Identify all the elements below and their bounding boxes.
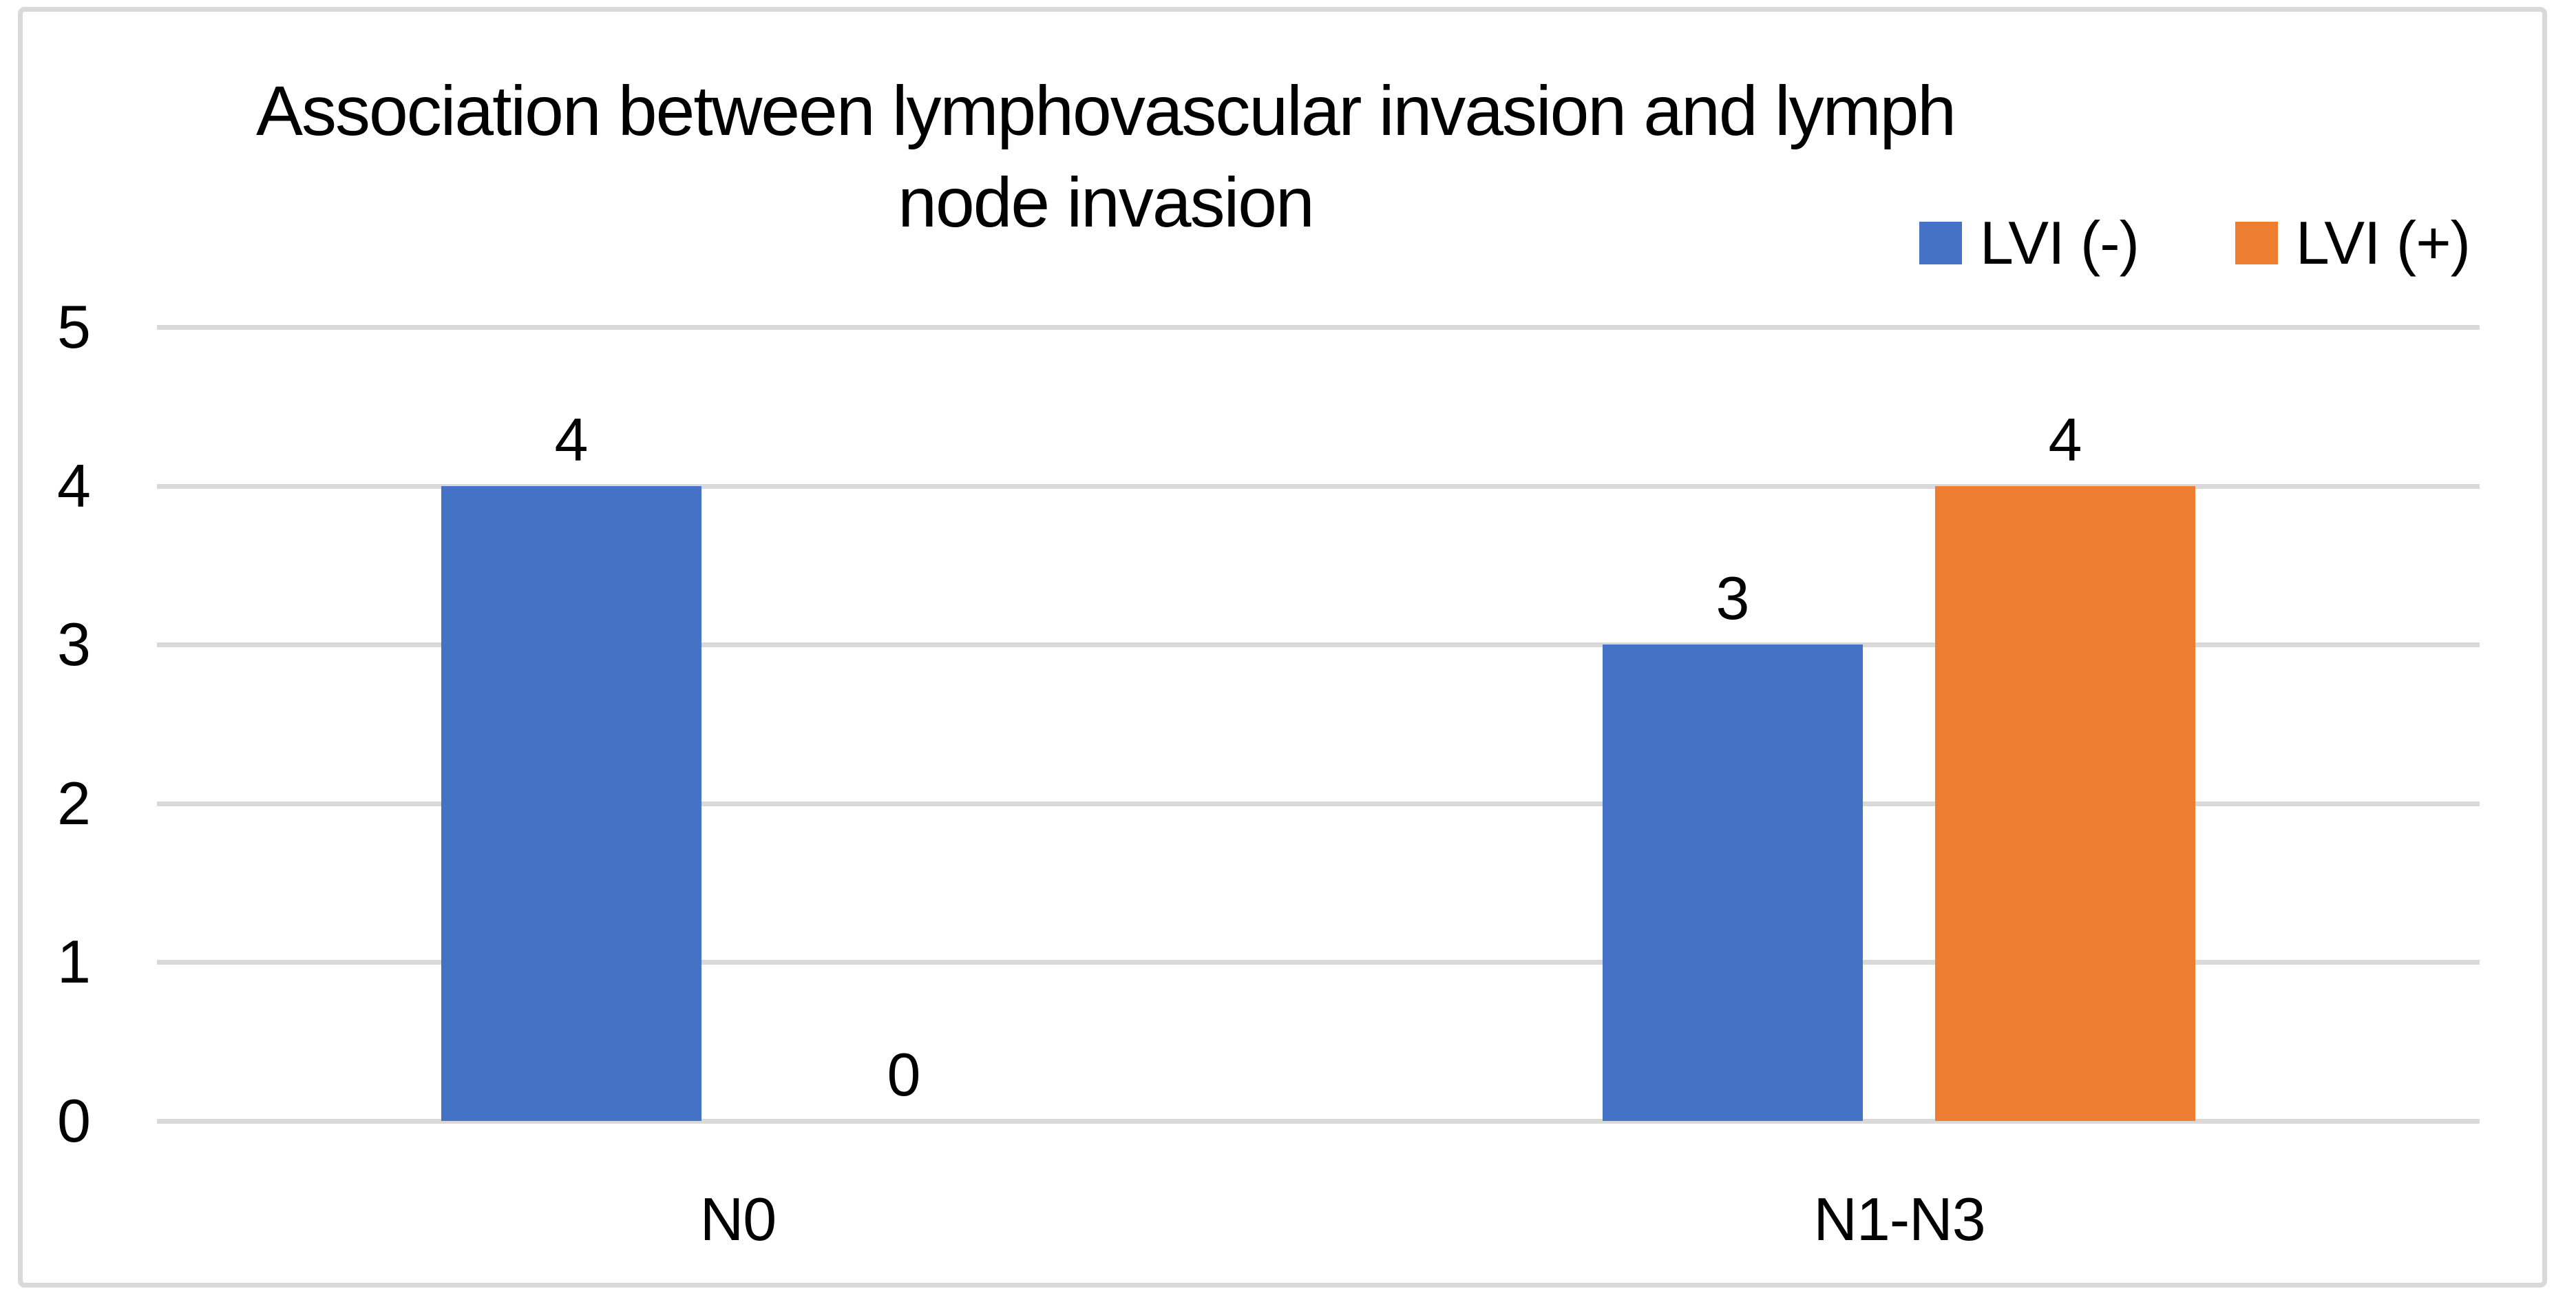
- data-label-N1-N3-series-1: 4: [2048, 406, 2082, 474]
- gridline-y-5: [157, 325, 2480, 330]
- legend-item-lvi-negative: LVI (-): [1919, 209, 2140, 277]
- legend-label-lvi-negative: LVI (-): [1980, 209, 2140, 277]
- gridline-y-1: [157, 960, 2480, 965]
- x-axis-category-label-N1-N3: N1-N3: [1813, 1185, 1985, 1253]
- legend: LVI (-) LVI (+): [1919, 209, 2471, 277]
- gridline-y-0: [157, 1119, 2480, 1124]
- chart-title: Association between lymphovascular invas…: [18, 65, 2193, 248]
- x-axis-category-label-N0: N0: [699, 1185, 777, 1253]
- y-axis-tick-label-2: 2: [57, 769, 91, 837]
- bar-N1-N3-series-1: [1935, 486, 2195, 1121]
- data-label-N1-N3-series-0: 3: [1715, 564, 1750, 632]
- legend-item-lvi-positive: LVI (+): [2235, 209, 2471, 277]
- chart-title-line-2: node invasion: [898, 162, 1314, 242]
- data-label-N0-series-1: 0: [887, 1040, 921, 1109]
- y-axis-tick-label-5: 5: [57, 293, 91, 361]
- y-axis-tick-label-1: 1: [57, 927, 91, 996]
- y-axis-tick-label-3: 3: [57, 610, 91, 678]
- data-label-N0-series-0: 4: [554, 406, 589, 474]
- bar-N0-series-0: [441, 486, 701, 1121]
- legend-swatch-lvi-negative: [1919, 222, 1962, 264]
- legend-label-lvi-positive: LVI (+): [2295, 209, 2471, 277]
- y-axis-tick-label-4: 4: [57, 452, 91, 520]
- gridline-y-4: [157, 484, 2480, 489]
- chart-title-line-1: Association between lymphovascular invas…: [255, 72, 1956, 150]
- gridline-y-2: [157, 801, 2480, 806]
- legend-swatch-lvi-positive: [2235, 222, 2278, 264]
- bar-N1-N3-series-0: [1603, 644, 1863, 1121]
- y-axis-tick-label-0: 0: [57, 1087, 91, 1155]
- chart-frame: [18, 7, 2547, 1288]
- gridline-y-3: [157, 642, 2480, 647]
